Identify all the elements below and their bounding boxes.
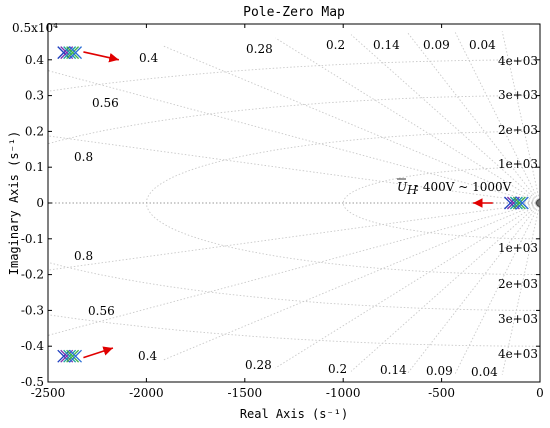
grid-label-layer: 0.4 0.28 0.2 0.14 0.09 0.04 0.56 0.8 0.8 0.56 0.4 0… [74,38,538,379]
pole-marker-stroke [512,196,526,210]
pole-marker-stroke [63,46,77,60]
damping-ray [48,202,540,271]
pole-marker [66,349,80,363]
damping-label: 0.28 [246,42,273,56]
damping-label: 0.2 [328,362,347,376]
frequency-arc [342,166,540,240]
x-tick-label: -500 [428,386,455,400]
damping-ray [48,135,540,204]
x-tick-label: 0 [536,386,544,400]
damping-ray [350,34,540,204]
damping-label: 0.2 [326,38,345,52]
damping-label: 0.56 [88,304,115,318]
pole-marker-stroke [66,349,80,363]
pole-marker-stroke [509,196,523,210]
y-tick-label: 0 [36,196,44,210]
y-axis-label: Imaginary Axis (s⁻¹) [7,131,21,276]
damping-label: 0.28 [245,358,272,372]
x-tick-label: -1500 [228,386,263,400]
pole-marker-layer [57,46,540,363]
annotation-subscript: H [406,183,418,197]
x-tick-label: -1000 [326,386,361,400]
pole-marker [515,196,529,210]
pole-marker [66,46,80,60]
y-exponent-label: 0.5x10⁴ [12,21,58,35]
damping-ray [454,202,540,375]
chart-title: Pole-Zero Map [243,5,345,20]
y-tick-label: -0.2 [21,268,44,282]
frequency-label: 2e+03 [498,123,538,137]
y-tick-label: -0.1 [21,232,44,246]
damping-label: 0.14 [380,363,407,377]
x-tick-label: -2000 [129,386,164,400]
damping-ray [48,202,540,336]
frequency-label: 1e+03 [498,157,538,171]
damping-label: 0.04 [471,365,498,379]
pole-marker [509,196,523,210]
frequency-label: 2e+03 [498,277,538,291]
y-tick-label: 0.1 [25,160,44,174]
y-tick-label: -0.3 [21,303,44,317]
pole-marker-stroke [69,349,83,363]
damping-ray [454,31,540,204]
damping-label: 0.4 [138,349,157,363]
frequency-label: 4e+03 [498,347,538,361]
pole-marker [63,349,77,363]
damping-ray [501,202,540,375]
damping-ray [407,202,540,374]
damping-ray [48,70,540,204]
voltage-annotation: U H : 400V ~ 1000V [397,178,512,197]
frequency-label: 3e+03 [498,312,538,326]
pole-marker-stroke [63,349,77,363]
frequency-label: 1e+03 [498,241,538,255]
y-tick-label: 0.2 [25,124,44,138]
y-tick-label: 0.4 [25,53,44,67]
pole-marker-stroke [66,46,80,60]
annotation-symbol: U [397,180,408,194]
arrow-layer [83,51,493,359]
trend-arrow [83,346,114,359]
damping-label: 0.09 [423,38,450,52]
y-tick-label: 0.3 [25,89,44,103]
frequency-label: 4e+03 [498,54,538,68]
damping-label: 0.4 [139,51,158,65]
y-tick-label: -0.5 [21,375,44,389]
damping-label: 0.09 [426,364,453,378]
x-axis-label: Real Axis (s⁻¹) [240,407,348,421]
annotation-text: : 400V ~ 1000V [415,180,512,194]
damping-label: 0.04 [469,38,496,52]
pole-marker [63,46,77,60]
damping-label: 0.8 [74,150,93,164]
damping-ray [407,32,540,204]
tick-layer: -2500 -2000 -1500 -1000 -500 0 0.4 0.3 0.2 0.1 0 -0… [21,24,544,400]
damping-ray [501,31,540,204]
pole-marker-stroke [69,46,83,60]
damping-label: 0.56 [92,96,119,110]
x-tick-label: -2500 [31,386,66,400]
y-tick-label: -0.4 [21,339,45,353]
damping-label: 0.8 [74,249,93,263]
pole-marker [69,349,83,363]
damping-ray [161,202,540,361]
frequency-label: 3e+03 [498,88,538,102]
damping-label: 0.14 [373,38,400,52]
trend-arrow [83,51,120,63]
pole-marker-stroke [515,196,529,210]
zero-marker [536,199,540,207]
pole-marker [512,196,526,210]
pole-marker [69,46,83,60]
